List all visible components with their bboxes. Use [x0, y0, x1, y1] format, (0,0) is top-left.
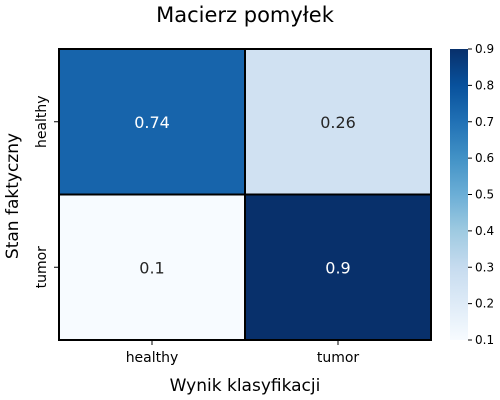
colorbar-tick-label-4: 0.5 [475, 188, 494, 202]
cell-value-label-tumor-tumor: 0.9 [325, 258, 350, 277]
x-axis-label: Wynik klasyfikacji [170, 376, 321, 396]
colorbar: 0.1 0.2 0.3 0.4 0.5 0.6 0.7 0.8 0.9 [450, 42, 494, 347]
x-tick-label-healthy: healthy [126, 350, 179, 366]
cell-value-label-tumor-healthy: 0.1 [139, 258, 164, 277]
colorbar-gradient [450, 49, 468, 340]
colorbar-tick-label-8: 0.9 [475, 42, 494, 56]
x-tick-label-tumor: tumor [317, 350, 360, 366]
colorbar-tick-label-5: 0.6 [475, 151, 494, 165]
x-tick-labels: healthy tumor [126, 340, 360, 366]
colorbar-tick-label-6: 0.7 [475, 115, 494, 129]
colorbar-tick-label-0: 0.1 [475, 333, 494, 347]
y-tick-label-healthy: healthy [34, 95, 50, 148]
heatmap-cells: 0.74 0.26 0.1 0.9 [59, 49, 431, 340]
chart-title: Macierz pomyłek [156, 3, 335, 27]
colorbar-tick-label-3: 0.4 [475, 224, 494, 238]
y-axis-label: Stan faktyczny [3, 133, 23, 259]
y-tick-label-tumor: tumor [34, 246, 50, 289]
cell-value-label-healthy-healthy: 0.74 [134, 113, 170, 132]
y-tick-labels: healthy tumor [34, 95, 59, 288]
cell-value-label-healthy-tumor: 0.26 [320, 113, 356, 132]
colorbar-tick-label-7: 0.8 [475, 78, 494, 92]
colorbar-tick-label-2: 0.3 [475, 260, 494, 274]
colorbar-tick-label-1: 0.2 [475, 297, 494, 311]
